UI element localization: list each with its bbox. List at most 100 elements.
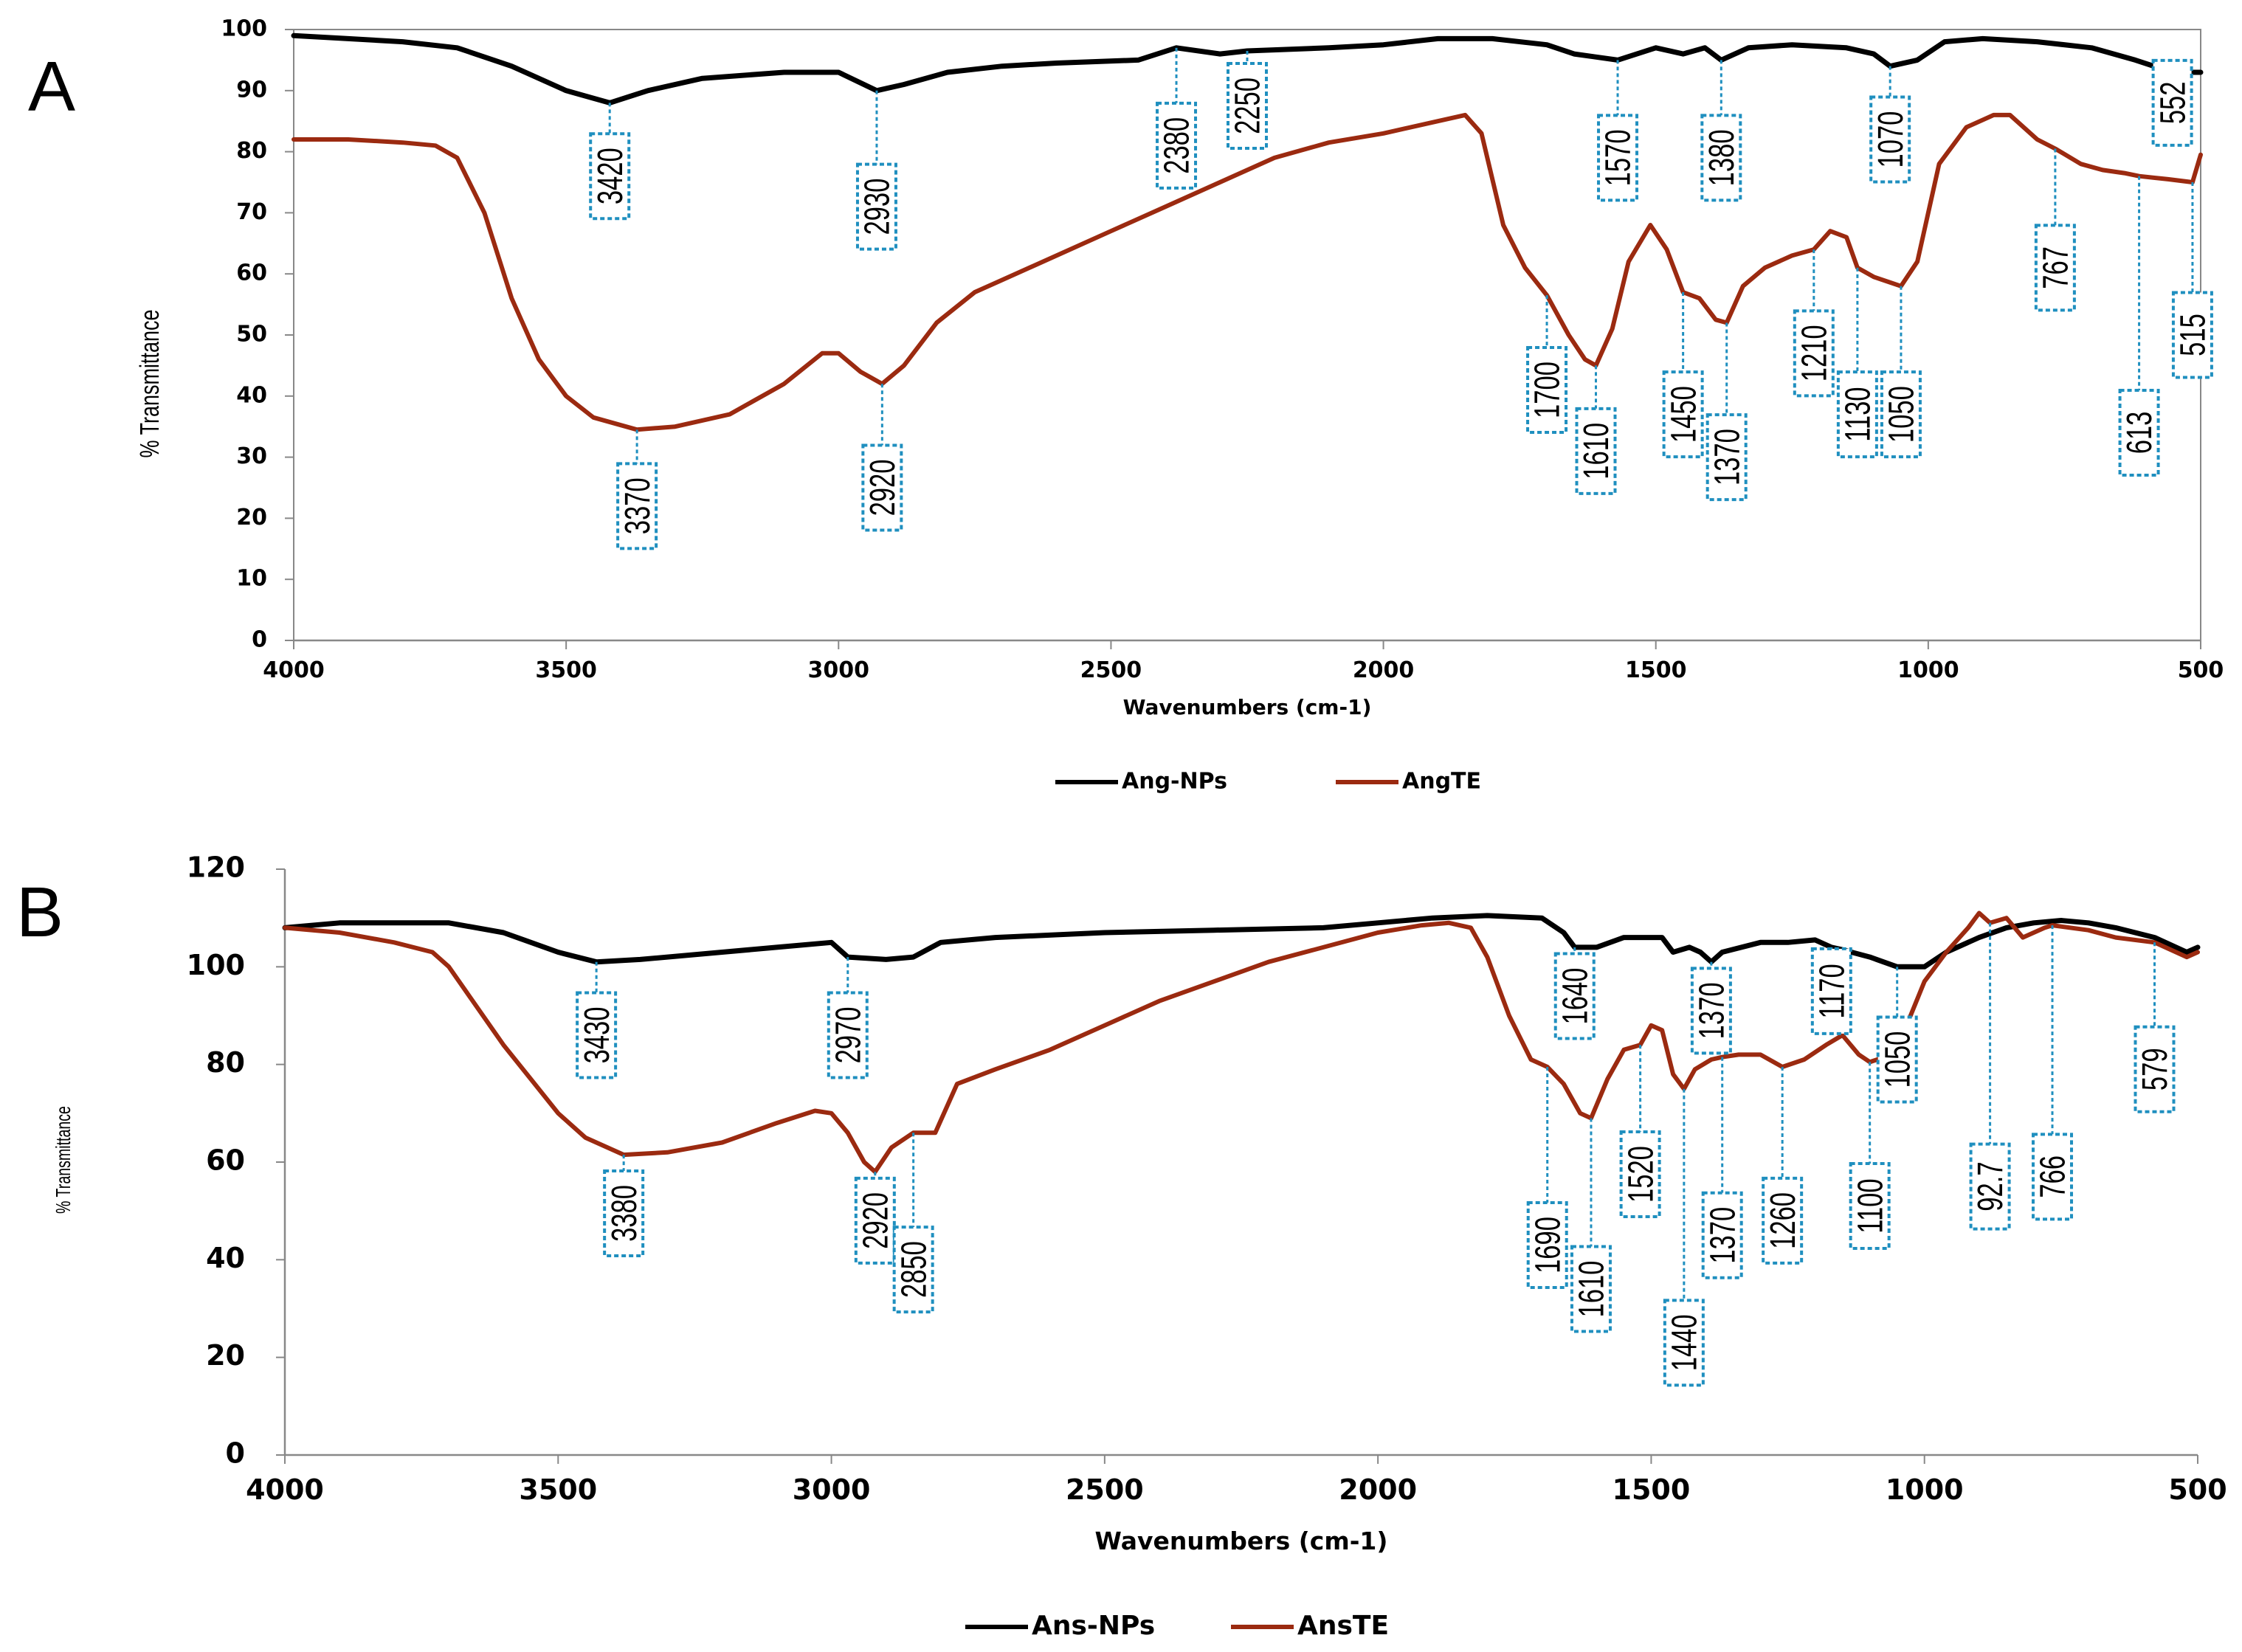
legend-label: Ans-NPs <box>1032 1611 1155 1641</box>
y-tick-label: 60 <box>206 1144 245 1177</box>
y-tick-label: 100 <box>221 16 267 42</box>
series-line-ans-nps <box>282 913 2201 970</box>
peak-label: 2850 <box>894 1241 934 1298</box>
peak-label: 1050 <box>1881 386 1921 443</box>
callout-box <box>2034 224 2076 312</box>
peak-label: 1050 <box>1877 1031 1917 1088</box>
peak-label: 2970 <box>828 1007 868 1064</box>
callout-box <box>854 1176 896 1265</box>
peak-label: 1070 <box>1870 111 1910 168</box>
peak-label: 766 <box>2032 1155 2072 1198</box>
y-tick-label: 50 <box>236 322 267 348</box>
peak-label: 1610 <box>1576 423 1616 480</box>
peak-label: 1210 <box>1794 325 1834 381</box>
peak-label: 2920 <box>855 1192 895 1249</box>
peak-label: 1440 <box>1664 1314 1704 1371</box>
callout-box <box>2032 1133 2074 1221</box>
callout-box <box>827 991 869 1079</box>
callout-box <box>2134 1025 2176 1113</box>
panel-label: A <box>28 47 75 126</box>
peak-label: 1370 <box>1703 1207 1742 1264</box>
peak-label: 3430 <box>576 1007 616 1064</box>
peak-label: 3370 <box>617 477 657 534</box>
callout-box <box>1526 346 1568 435</box>
peak-label: 1130 <box>1838 387 1877 441</box>
y-tick-label: 80 <box>236 138 267 164</box>
callout-box <box>1553 952 1596 1040</box>
callout-box <box>892 1226 934 1314</box>
peak-label: 2380 <box>1156 117 1196 174</box>
callout-box <box>2151 58 2193 147</box>
y-tick-label: 40 <box>236 382 267 408</box>
x-tick-label: 500 <box>2168 1473 2227 1506</box>
y-tick-label: 30 <box>236 443 267 469</box>
y-tick-label: 0 <box>252 627 267 653</box>
peak-label: 2920 <box>862 460 902 516</box>
peak-label: 3420 <box>590 148 630 204</box>
y-tick-label: 20 <box>236 505 267 530</box>
callout-box <box>861 443 903 532</box>
legend-label: AngTE <box>1402 769 1481 795</box>
peak-label: 552 <box>2153 82 2193 125</box>
peak-label: 1260 <box>1762 1192 1802 1249</box>
callout-box <box>1762 1176 1804 1265</box>
callout-box <box>1690 967 1732 1055</box>
y-tick-label: 120 <box>187 851 245 884</box>
x-tick-label: 500 <box>2178 657 2224 683</box>
callout-box <box>1705 413 1748 502</box>
chart-panel-a: A 4000 3500 3000 2500 2000 1500 1000 500 0 10 20 30 4… <box>28 16 2224 795</box>
y-tick-label: 0 <box>226 1437 245 1470</box>
callout-box <box>1570 1245 1612 1333</box>
x-tick-label: 1500 <box>1612 1473 1691 1506</box>
y-tick-label: 60 <box>236 260 267 286</box>
legend-label: AnsTE <box>1297 1611 1389 1641</box>
peak-label: 1370 <box>1707 429 1747 485</box>
callout-box <box>1793 309 1835 398</box>
peak-label: 1640 <box>1555 968 1595 1025</box>
y-tick-label: 10 <box>236 566 267 592</box>
callout-box <box>1156 101 1198 190</box>
callout-box <box>1663 1299 1705 1387</box>
peak-label: 3380 <box>604 1185 644 1242</box>
chart-panel-b: B 4000 3500 3000 2500 2000 1500 1000 500 0 20 40 60 8… <box>16 851 2227 1642</box>
x-tick-label: 1000 <box>1886 1473 1964 1506</box>
y-tick-label: 70 <box>236 199 267 225</box>
callout-box <box>603 1169 645 1257</box>
peak-label: 1700 <box>1527 362 1567 418</box>
callout-box <box>1526 1200 1568 1289</box>
peak-label: 1380 <box>1701 129 1741 186</box>
peak-label: 2930 <box>857 179 897 235</box>
callout-box <box>1701 1191 1743 1279</box>
x-tick-label: 2500 <box>1066 1473 1144 1506</box>
callout-box <box>1810 947 1852 1035</box>
callout-box <box>1227 62 1268 150</box>
y-tick-label: 80 <box>206 1046 245 1079</box>
legend-label: Ang-NPs <box>1122 769 1227 795</box>
y-tick-label: 90 <box>236 77 267 103</box>
callout-box <box>576 991 618 1079</box>
callout-box <box>855 162 897 251</box>
x-tick-label: 2000 <box>1353 657 1415 683</box>
callout-box <box>1849 1162 1891 1251</box>
callout-box <box>1619 1130 1661 1219</box>
peak-label: 1610 <box>1571 1261 1611 1318</box>
x-tick-label: 1000 <box>1897 657 1959 683</box>
callout-box <box>1876 1015 1918 1104</box>
callout-box <box>1662 370 1704 459</box>
x-axis-title: Wavenumbers (cm-1) <box>1123 695 1372 719</box>
x-tick-label: 4000 <box>263 657 325 683</box>
peak-label: 767 <box>2035 246 2075 289</box>
x-axis-title: Wavenumbers (cm-1) <box>1095 1527 1388 1555</box>
x-tick-label: 2500 <box>1080 657 1142 683</box>
y-axis-title: % Transmittance <box>134 310 165 458</box>
callout-box <box>589 132 631 221</box>
callout-box <box>1880 370 1922 459</box>
y-axis-title: % Transmittance <box>52 1106 75 1214</box>
peak-label: 1370 <box>1691 982 1731 1039</box>
callout-box <box>1869 95 1911 184</box>
callout-box <box>1597 114 1639 202</box>
series-line-ang-nps <box>291 32 2204 106</box>
callout-box <box>2171 291 2213 379</box>
y-tick-label: 40 <box>206 1242 245 1274</box>
